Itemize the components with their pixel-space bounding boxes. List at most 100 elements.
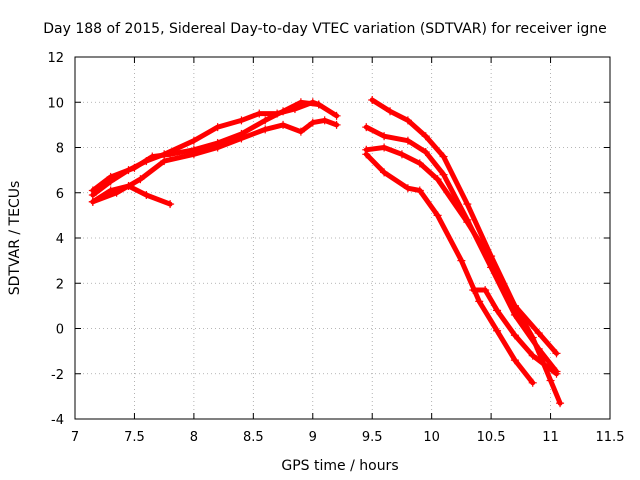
x-tick-label: 9 [309, 430, 317, 445]
data-point [528, 378, 537, 387]
data-point [433, 211, 442, 220]
x-axis-label: GPS time / hours [281, 458, 398, 474]
data-point [463, 200, 472, 209]
data-point [397, 150, 406, 159]
axis-ticks: 7 7.5 8 8.5 9 9.5 10 10.5 11 11.5 -4 -2 0 2 4 6 8 10 12 [47, 51, 624, 445]
x-tick-label: 7.5 [124, 430, 145, 445]
data-point [136, 175, 145, 184]
data-point [439, 170, 448, 179]
y-axis-label: SDTVAR / TECUs [7, 181, 23, 296]
x-tick-label: 10 [423, 430, 440, 445]
data-point [189, 150, 198, 159]
data-point [279, 120, 288, 129]
y-tick-label: -4 [51, 413, 64, 428]
data-point [386, 107, 395, 116]
data-point [160, 150, 169, 159]
y-tick-label: 2 [56, 277, 64, 292]
x-tick-label: 8.5 [243, 430, 264, 445]
data-point [439, 152, 448, 161]
data-point [332, 111, 341, 120]
data-point [296, 127, 305, 136]
data-point [362, 123, 371, 132]
data-point [546, 376, 555, 385]
data-point [166, 200, 175, 209]
data-point [457, 256, 466, 265]
data-point [320, 116, 329, 125]
series-line [363, 124, 559, 374]
series-satellite-c [88, 116, 341, 206]
data-point [556, 399, 565, 408]
data-point [237, 116, 246, 125]
data-point [528, 333, 537, 342]
data-point [142, 191, 151, 200]
x-tick-label: 10.5 [477, 430, 506, 445]
series-satellite-b [88, 98, 323, 200]
x-tick-label: 11.5 [596, 430, 625, 445]
y-tick-label: 0 [56, 323, 64, 338]
data-point [213, 143, 222, 152]
data-point [552, 369, 561, 378]
data-point [510, 301, 519, 310]
x-tick-label: 11 [542, 430, 559, 445]
data-point [433, 175, 442, 184]
series-line [363, 145, 563, 406]
series-satellite-h [362, 150, 537, 387]
data-point [415, 159, 424, 168]
data-point [552, 349, 561, 358]
data-point [124, 166, 133, 175]
data-point [273, 109, 282, 118]
series-satellite-g [362, 143, 565, 408]
data-point [403, 116, 412, 125]
data-point [528, 351, 537, 360]
data-point [308, 118, 317, 127]
y-tick-label: 4 [56, 232, 64, 247]
data-point [415, 186, 424, 195]
x-tick-label: 9.5 [362, 430, 383, 445]
data-point [237, 134, 246, 143]
data-series [88, 95, 565, 408]
data-point [261, 125, 270, 134]
data-point [255, 109, 264, 118]
data-point [510, 331, 519, 340]
series-line [90, 117, 340, 205]
x-tick-label: 8 [190, 430, 198, 445]
data-point [380, 168, 389, 177]
data-point [534, 329, 543, 338]
data-point [487, 256, 496, 265]
y-tick-label: 6 [56, 187, 64, 202]
data-point [213, 123, 222, 132]
data-point [463, 218, 472, 227]
data-point [124, 181, 133, 190]
data-point [469, 286, 478, 295]
data-point [290, 105, 299, 114]
data-point [106, 186, 115, 195]
data-point [380, 132, 389, 141]
data-point [88, 191, 97, 200]
y-tick-label: -2 [51, 368, 64, 383]
chart-title: Day 188 of 2015, Sidereal Day-to-day VTE… [43, 21, 606, 37]
series-satellite-i [469, 286, 561, 378]
data-point [380, 143, 389, 152]
grid [75, 57, 610, 419]
y-tick-label: 10 [47, 96, 64, 111]
series-satellite-e [368, 95, 561, 358]
series-line [369, 97, 559, 356]
data-point [332, 120, 341, 129]
data-point [261, 116, 270, 125]
series-satellite-d [88, 181, 175, 209]
data-point [475, 297, 484, 306]
data-point [421, 148, 430, 157]
data-point [403, 184, 412, 193]
data-point [308, 98, 317, 107]
data-point [189, 136, 198, 145]
data-point [368, 95, 377, 104]
data-point [493, 326, 502, 335]
data-point [160, 157, 169, 166]
data-point [88, 197, 97, 206]
data-point [403, 136, 412, 145]
data-point [510, 356, 519, 365]
series-line [363, 151, 536, 386]
y-tick-label: 12 [47, 51, 64, 66]
data-point [314, 100, 323, 109]
